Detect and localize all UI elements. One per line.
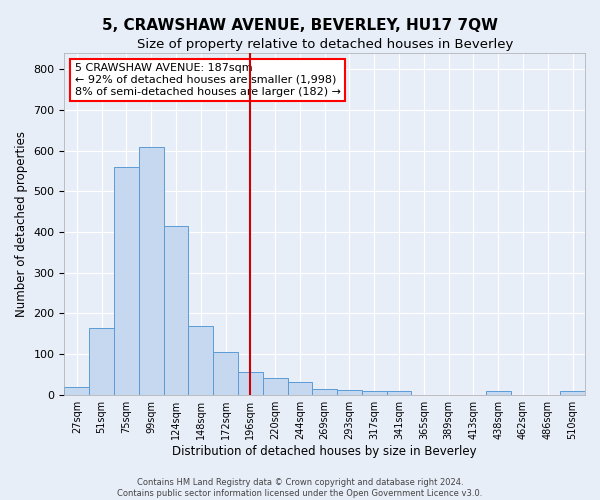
Bar: [287, 382, 313, 394]
Bar: [213, 352, 238, 395]
Bar: [560, 392, 585, 394]
Bar: [486, 392, 511, 394]
X-axis label: Distribution of detached houses by size in Beverley: Distribution of detached houses by size …: [172, 444, 477, 458]
Bar: [114, 167, 139, 394]
Title: Size of property relative to detached houses in Beverley: Size of property relative to detached ho…: [137, 38, 513, 51]
Bar: [362, 390, 386, 394]
Y-axis label: Number of detached properties: Number of detached properties: [15, 131, 28, 317]
Text: 5, CRAWSHAW AVENUE, BEVERLEY, HU17 7QW: 5, CRAWSHAW AVENUE, BEVERLEY, HU17 7QW: [102, 18, 498, 32]
Text: Contains HM Land Registry data © Crown copyright and database right 2024.
Contai: Contains HM Land Registry data © Crown c…: [118, 478, 482, 498]
Bar: [238, 372, 263, 394]
Bar: [139, 146, 164, 394]
Text: 5 CRAWSHAW AVENUE: 187sqm
← 92% of detached houses are smaller (1,998)
8% of sem: 5 CRAWSHAW AVENUE: 187sqm ← 92% of detac…: [75, 64, 341, 96]
Bar: [64, 386, 89, 394]
Bar: [386, 392, 412, 394]
Bar: [337, 390, 362, 394]
Bar: [263, 378, 287, 394]
Bar: [164, 226, 188, 394]
Bar: [188, 326, 213, 394]
Bar: [89, 328, 114, 394]
Bar: [313, 388, 337, 394]
